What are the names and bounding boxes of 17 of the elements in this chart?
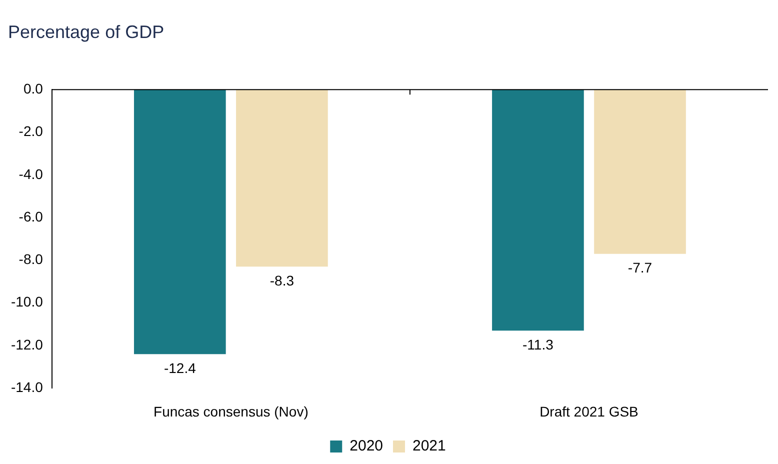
y-tick-label: -6.0	[18, 208, 44, 224]
y-tick-label: -10.0	[10, 294, 44, 310]
y-tick-label: -14.0	[10, 379, 44, 396]
data-label: -12.4	[164, 360, 196, 376]
legend-label: 2021	[412, 438, 446, 455]
data-label: -7.7	[628, 260, 652, 276]
data-label: -8.3	[270, 272, 294, 288]
legend-label: 2020	[350, 438, 384, 455]
y-tick-label: 0.0	[23, 80, 44, 96]
y-tick-label: -2.0	[18, 123, 44, 140]
x-tick-label: Funcas consensus (Nov)	[154, 403, 308, 420]
y-tick-label: -4.0	[18, 166, 44, 182]
y-tick-label: -8.0	[18, 251, 44, 268]
data-label: -11.3	[522, 336, 554, 352]
chart-title: Percentage of GDP	[8, 22, 164, 42]
y-tick-label: -12.0	[10, 336, 44, 352]
x-tick-label: Draft 2021 GSB	[540, 403, 638, 420]
